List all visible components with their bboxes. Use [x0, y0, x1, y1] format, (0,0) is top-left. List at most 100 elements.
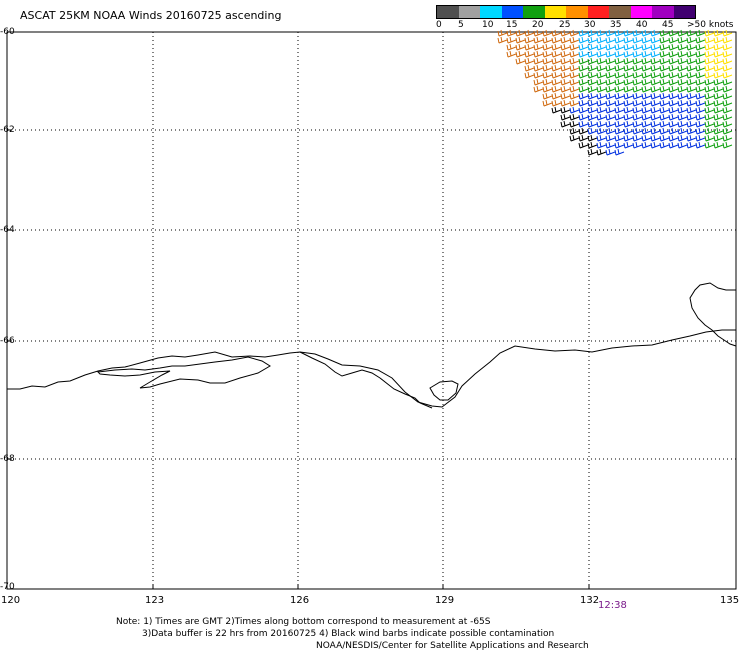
wind-barb	[569, 99, 580, 107]
wind-barb	[506, 50, 517, 58]
wind-barb	[614, 141, 625, 149]
wind-barb	[713, 50, 724, 58]
wind-barb	[515, 29, 526, 37]
wind-barb	[686, 113, 697, 121]
wind-barb	[704, 120, 715, 128]
wind-barb	[569, 134, 580, 142]
wind-barb	[686, 78, 697, 86]
wind-barb	[524, 29, 535, 37]
wind-barb	[587, 92, 598, 100]
wind-barb	[668, 92, 679, 100]
wind-barb	[614, 127, 625, 135]
wind-barb	[524, 36, 535, 44]
wind-barb	[659, 50, 670, 58]
wind-barb	[497, 29, 508, 37]
wind-barb	[569, 92, 580, 100]
wind-barb	[650, 106, 661, 114]
wind-barb	[560, 106, 571, 114]
wind-barb	[596, 92, 607, 100]
wind-barb	[623, 64, 634, 72]
wind-barb	[722, 29, 733, 37]
wind-barb	[632, 64, 643, 72]
graticule	[7, 32, 736, 589]
wind-barb	[605, 85, 616, 93]
wind-barb	[560, 29, 571, 37]
wind-barb	[704, 85, 715, 93]
wind-barb	[533, 57, 544, 65]
wind-barb	[695, 43, 706, 51]
wind-barb	[659, 99, 670, 107]
wind-barb	[686, 141, 697, 149]
wind-barb	[506, 29, 517, 37]
wind-barb	[623, 134, 634, 142]
wind-barb	[686, 50, 697, 58]
wind-barb	[623, 106, 634, 114]
wind-barb	[704, 92, 715, 100]
wind-barb	[641, 99, 652, 107]
wind-barb	[650, 85, 661, 93]
lon-label: 129	[435, 595, 455, 606]
wind-barb	[578, 127, 589, 135]
wind-barb	[551, 106, 562, 114]
wind-barb	[578, 57, 589, 65]
wind-barb	[704, 64, 715, 72]
wind-barb	[614, 106, 625, 114]
wind-barb	[722, 113, 733, 121]
wind-barb	[650, 134, 661, 142]
wind-barb	[677, 120, 688, 128]
wind-barb	[650, 120, 661, 128]
wind-barb	[560, 36, 571, 44]
wind-barb	[722, 71, 733, 79]
wind-barb	[578, 113, 589, 121]
wind-barb	[650, 29, 661, 37]
legend-swatch-5	[544, 6, 566, 18]
wind-barb	[587, 50, 598, 58]
wind-barb	[713, 92, 724, 100]
legend-swatch-11	[673, 6, 695, 18]
wind-barb	[686, 85, 697, 93]
wind-barb	[632, 113, 643, 121]
wind-barb	[560, 43, 571, 51]
wind-barb	[569, 106, 580, 114]
wind-barb	[668, 57, 679, 65]
wind-barb	[695, 134, 706, 142]
wind-barb	[569, 36, 580, 44]
note-line: NOAA/NESDIS/Center for Satellite Applica…	[316, 641, 589, 651]
wind-barb	[578, 78, 589, 86]
wind-barb	[659, 64, 670, 72]
wind-barb	[542, 43, 553, 51]
wind-barb	[722, 36, 733, 44]
wind-barb	[623, 92, 634, 100]
wind-barb	[659, 29, 670, 37]
wind-barb	[713, 71, 724, 79]
wind-barb	[641, 43, 652, 51]
wind-barb	[668, 64, 679, 72]
wind-barb	[515, 36, 526, 44]
legend-label: 0	[436, 20, 442, 30]
wind-barb	[578, 43, 589, 51]
legend-swatch-1	[458, 6, 480, 18]
wind-barb	[686, 106, 697, 114]
wind-barb	[587, 29, 598, 37]
map-title: ASCAT 25KM NOAA Winds 20160725 ascending	[20, 9, 282, 22]
wind-barb	[677, 127, 688, 135]
wind-barb	[650, 43, 661, 51]
wind-barb	[524, 64, 535, 72]
wind-barb	[641, 106, 652, 114]
wind-barb	[596, 99, 607, 107]
wind-barb	[632, 106, 643, 114]
wind-barb	[677, 78, 688, 86]
wind-barb	[542, 78, 553, 86]
wind-barb	[713, 134, 724, 142]
wind-barb	[686, 64, 697, 72]
wind-barb	[542, 50, 553, 58]
lat-label: -64	[0, 225, 15, 235]
wind-barb	[596, 78, 607, 86]
wind-barb	[677, 113, 688, 121]
wind-barb	[587, 36, 598, 44]
wind-barb	[560, 113, 571, 121]
wind-barb	[614, 29, 625, 37]
glacier-tongue-outline	[429, 380, 459, 401]
wind-barb	[695, 127, 706, 135]
wind-barb	[578, 92, 589, 100]
